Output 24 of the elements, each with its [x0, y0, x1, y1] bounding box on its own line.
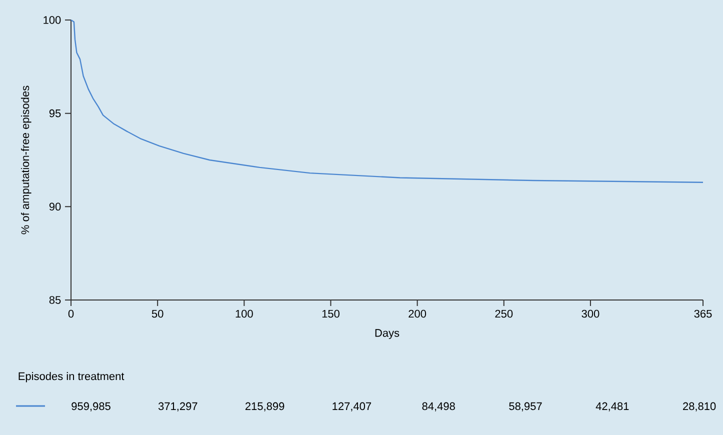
text: 127,407 [332, 402, 372, 412]
x-axis-title: Days [375, 329, 400, 340]
text: 42,481 [596, 402, 629, 412]
x-tick-label: 100 [236, 310, 253, 318]
text: 58,957 [509, 402, 542, 412]
x-tick-label: 0 [68, 310, 74, 318]
x-tick-label: 300 [582, 310, 600, 318]
text: 371,297 [158, 402, 198, 412]
y-axis-title: % of amputation-free episodes [21, 86, 32, 234]
y-tick-label: 90 [49, 202, 61, 211]
legend-title: Episodes in treatment [18, 372, 124, 382]
x-tick-label: 50 [152, 310, 164, 318]
x-tick-label: 250 [495, 310, 513, 318]
y-tick-label: 95 [49, 109, 61, 118]
y-tick-label: 100 [44, 16, 61, 24]
text: 28,810 [683, 402, 716, 412]
x-tick-label: 365 [694, 310, 712, 318]
x-tick-label: 150 [322, 310, 340, 318]
y-tick-label: 85 [49, 296, 61, 304]
text: 215,899 [245, 402, 284, 412]
line-series [70, 19, 704, 183]
x-tick-label: 200 [408, 310, 426, 318]
text: 84,498 [422, 402, 455, 412]
text: 959,985 [72, 402, 110, 412]
